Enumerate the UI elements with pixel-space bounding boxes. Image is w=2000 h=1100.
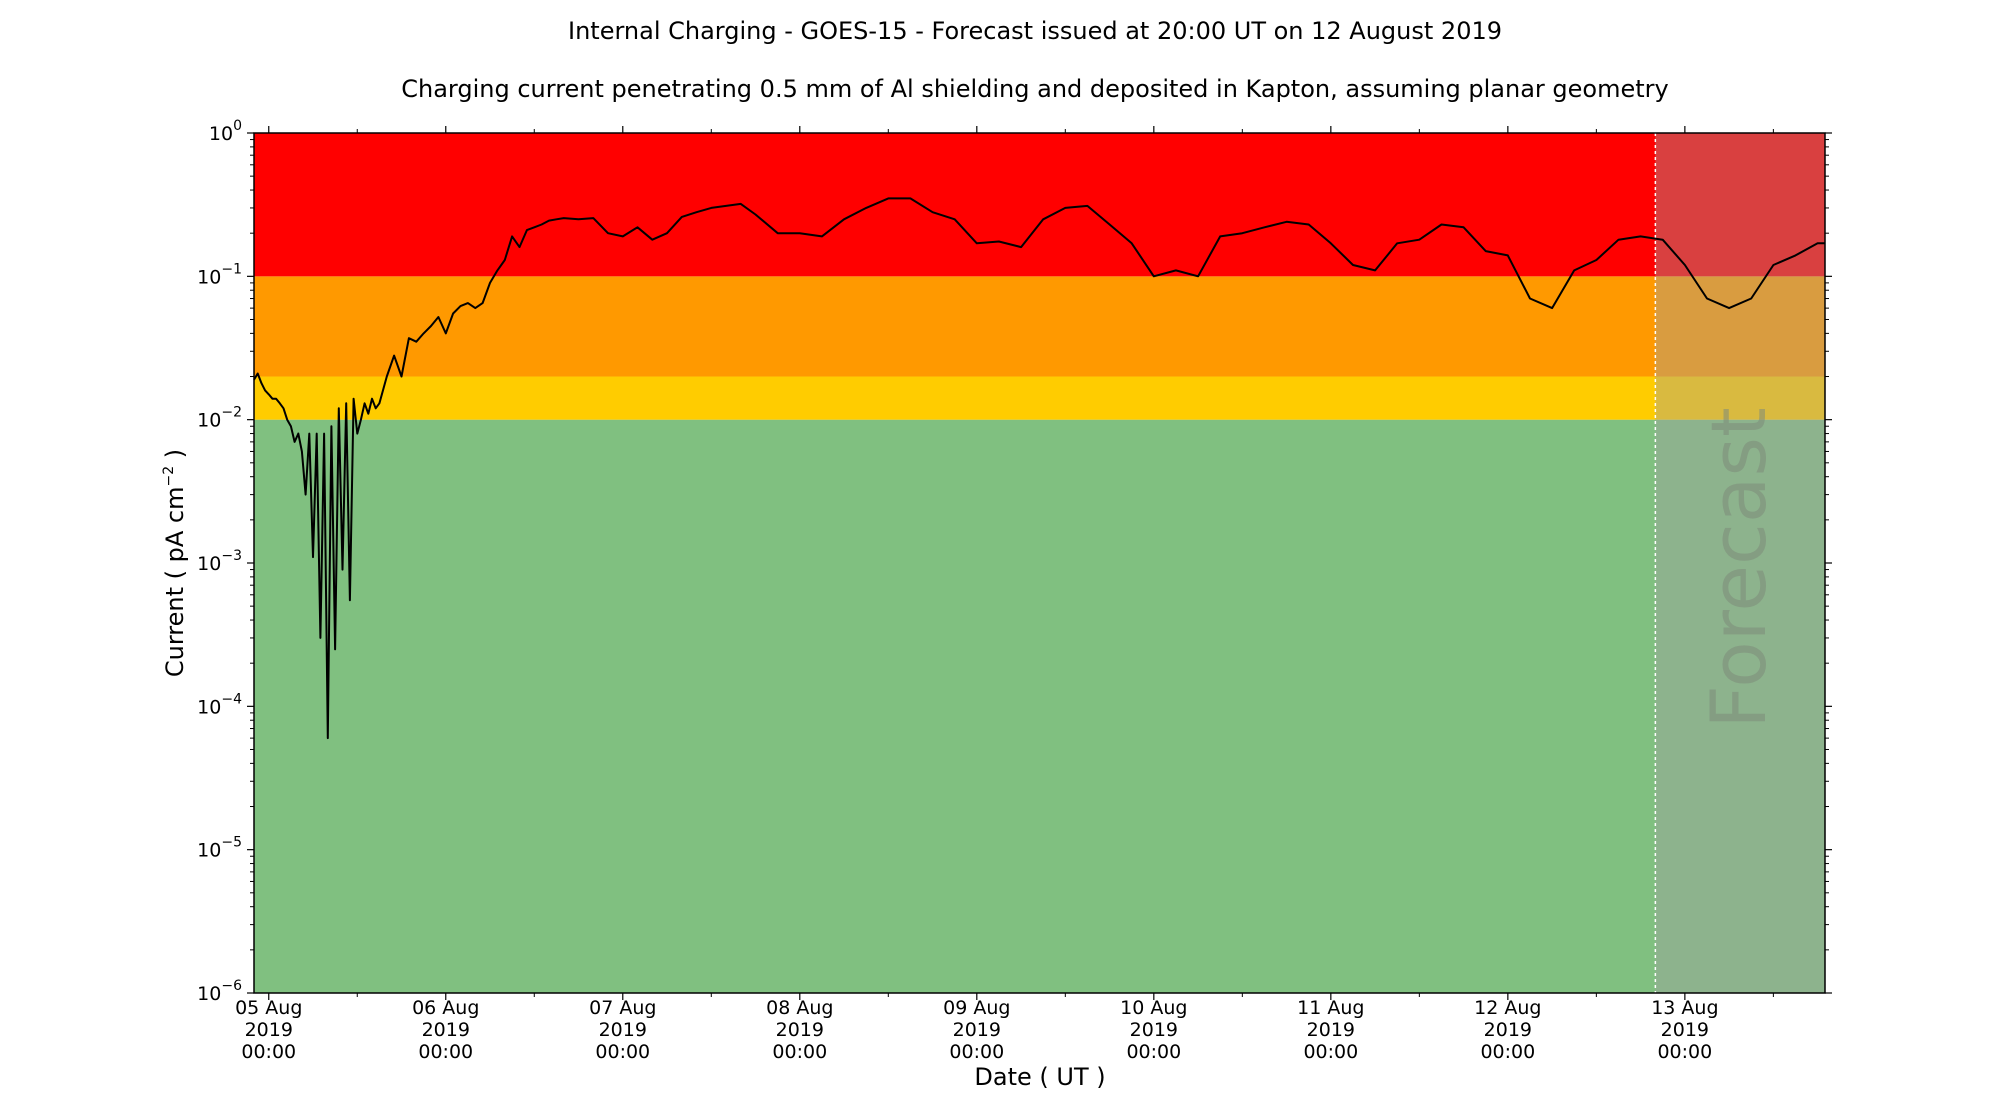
x-tick-label: 09 Aug <box>943 997 1010 1019</box>
y-tick-exponent: −4 <box>221 691 242 707</box>
x-tick-label: 00:00 <box>418 1041 473 1063</box>
y-tick-exponent: −5 <box>221 835 242 851</box>
y-tick-base: 10 <box>209 123 233 145</box>
y-tick-exponent: 0 <box>233 118 242 134</box>
chart-title: Internal Charging - GOES-15 - Forecast i… <box>568 17 1502 45</box>
y-axis-label-main: Current ( pA cm <box>161 487 189 678</box>
risk-band-0 <box>254 419 1825 994</box>
y-tick-exponent: −3 <box>221 548 242 564</box>
x-tick-label: 2019 <box>422 1019 470 1041</box>
x-tick-label: 10 Aug <box>1120 997 1187 1019</box>
x-tick-label: 2019 <box>1661 1019 1709 1041</box>
x-tick-label: 00:00 <box>1126 1041 1181 1063</box>
y-tick-base: 10 <box>197 553 221 575</box>
x-tick-label: 08 Aug <box>766 997 833 1019</box>
y-tick-base: 10 <box>197 840 221 862</box>
y-tick-label: 10−4 <box>197 691 242 718</box>
x-tick-label: 2019 <box>1484 1019 1532 1041</box>
x-tick-label: 2019 <box>953 1019 1001 1041</box>
x-tick-label: 2019 <box>245 1019 293 1041</box>
y-tick-label: 10−2 <box>197 405 242 432</box>
x-tick-label: 2019 <box>1130 1019 1178 1041</box>
y-tick-exponent: −1 <box>221 261 242 277</box>
y-axis-label: Current ( pA cm−2 ) <box>161 449 189 677</box>
x-tick-label: 00:00 <box>1303 1041 1358 1063</box>
series-line-0 <box>253 197 1825 740</box>
y-axis-label-exponent: −2 <box>161 466 177 487</box>
chart-subtitle: Charging current penetrating 0.5 mm of A… <box>401 75 1669 103</box>
series-layer <box>253 197 1825 740</box>
x-tick-label: 05 Aug <box>235 997 302 1019</box>
y-tick-base: 10 <box>197 266 221 288</box>
x-tick-label: 07 Aug <box>589 997 656 1019</box>
x-tick-label: 00:00 <box>1480 1041 1535 1063</box>
x-tick-label: 12 Aug <box>1474 997 1541 1019</box>
y-tick-exponent: −2 <box>221 405 242 421</box>
y-tick-label: 10−5 <box>197 835 242 862</box>
risk-band-3 <box>254 133 1825 277</box>
y-tick-label: 10−6 <box>197 978 242 1005</box>
risk-band-1 <box>254 376 1825 420</box>
x-tick-label: 2019 <box>599 1019 647 1041</box>
x-tick-label: 06 Aug <box>412 997 479 1019</box>
y-tick-base: 10 <box>197 696 221 718</box>
x-tick-label: 00:00 <box>1657 1041 1712 1063</box>
x-tick-label: 00:00 <box>595 1041 650 1063</box>
y-axis-label-group: Current ( pA cm−2 ) <box>161 449 189 677</box>
x-tick-label: 2019 <box>776 1019 824 1041</box>
y-tick-base: 10 <box>197 410 221 432</box>
risk-band-2 <box>254 276 1825 377</box>
x-axis-label: Date ( UT ) <box>974 1063 1105 1091</box>
y-tick-label: 10−3 <box>197 548 242 575</box>
x-tick-label: 00:00 <box>949 1041 1004 1063</box>
risk-bands <box>254 133 1825 994</box>
plot-area: Forecast <box>253 132 1826 994</box>
y-tick-label: 10−1 <box>197 261 242 288</box>
x-tick-label: 11 Aug <box>1297 997 1364 1019</box>
y-tick-label: 100 <box>209 118 242 145</box>
forecast-shade <box>1655 133 1825 993</box>
y-axis-label-tail: ) <box>161 449 189 466</box>
y-tick-base: 10 <box>197 983 221 1005</box>
x-tick-label: 00:00 <box>241 1041 296 1063</box>
forecast-label: Forecast <box>1694 407 1783 729</box>
forecast-region: Forecast <box>1654 133 1825 993</box>
x-tick-label: 2019 <box>1307 1019 1355 1041</box>
x-tick-label: 00:00 <box>772 1041 827 1063</box>
x-tick-label: 13 Aug <box>1651 997 1718 1019</box>
y-tick-exponent: −6 <box>221 978 242 994</box>
